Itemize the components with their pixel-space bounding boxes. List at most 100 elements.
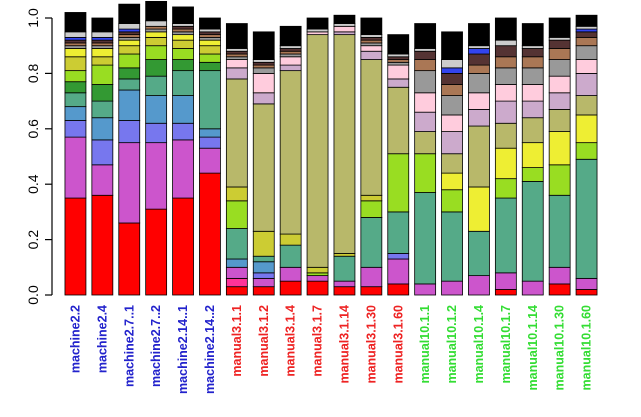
bar-segment xyxy=(279,53,302,58)
y-tick-label: 0.2 xyxy=(25,230,41,250)
bar-stack xyxy=(494,17,517,296)
bar-segment xyxy=(494,45,517,58)
bar-segment xyxy=(252,64,275,69)
bar-segment xyxy=(118,53,141,69)
bar-segment xyxy=(468,275,490,296)
bar-segment xyxy=(279,48,302,52)
bar-segment xyxy=(575,36,598,47)
bar-segment xyxy=(521,142,544,168)
bar-segment xyxy=(64,70,87,83)
bar-segment xyxy=(521,181,544,282)
bar-segment xyxy=(199,70,221,130)
bar-segment xyxy=(575,73,598,96)
x-tick-label: manual10.1.14 xyxy=(526,305,540,391)
bar-segment xyxy=(441,172,463,191)
bar-segment xyxy=(172,34,194,41)
bar-segment xyxy=(414,59,437,72)
bar-segment xyxy=(118,31,141,36)
bar-segment xyxy=(225,67,248,80)
bar-segment xyxy=(172,25,194,30)
bar-segment xyxy=(199,128,221,138)
bar-segment xyxy=(333,280,356,288)
bar-segment xyxy=(333,253,356,257)
bar-stack xyxy=(118,3,141,296)
bar-segment xyxy=(360,45,383,52)
bar-segment xyxy=(548,17,571,38)
bar-segment xyxy=(145,28,168,33)
bar-segment xyxy=(360,50,383,60)
bar-segment xyxy=(225,228,248,260)
bar-segment xyxy=(172,95,194,124)
bar-segment xyxy=(279,244,302,268)
bar-segment xyxy=(521,280,544,296)
bar-segment xyxy=(199,39,221,47)
bar-segment xyxy=(333,31,356,36)
bar-segment xyxy=(279,233,302,246)
bar-segment xyxy=(360,39,383,44)
bar-segment xyxy=(279,45,302,49)
y-tick-label: 0.6 xyxy=(25,119,41,139)
bar-segment xyxy=(441,84,463,96)
bar-segment xyxy=(494,56,517,69)
x-tick-label: manual3.1.2 xyxy=(257,305,271,377)
bar-segment xyxy=(252,31,275,60)
bar-segment xyxy=(441,131,463,155)
bar-segment xyxy=(279,70,302,235)
bar-segment xyxy=(64,120,87,138)
bar-segment xyxy=(441,153,463,174)
bar-segment xyxy=(199,45,221,55)
bar-segment xyxy=(118,89,141,121)
bar-segment xyxy=(306,266,329,274)
bar-segment xyxy=(387,34,410,55)
x-tick-label: manual10.1.1 xyxy=(418,305,432,384)
bar-segment xyxy=(548,194,571,268)
bar-segment xyxy=(172,139,194,199)
bar-segment xyxy=(387,53,410,58)
bar-segment xyxy=(494,39,517,47)
bar-segment xyxy=(548,59,571,77)
bar-segment xyxy=(145,75,168,96)
bar-segment xyxy=(306,272,329,277)
y-tick-label: 0.4 xyxy=(25,174,41,194)
bar-segment xyxy=(64,106,87,121)
bar-segment xyxy=(360,217,383,268)
bar-segment xyxy=(494,147,517,180)
bar-segment xyxy=(91,39,114,44)
bar-stack xyxy=(225,23,248,296)
bar-segment xyxy=(360,42,383,47)
bar-segment xyxy=(118,67,141,80)
bar-segment xyxy=(172,31,194,36)
bar-segment xyxy=(172,122,194,141)
bar-segment xyxy=(279,280,302,296)
bar-segment xyxy=(199,53,221,63)
bar-segment xyxy=(64,42,87,47)
bar-segment xyxy=(91,84,114,102)
bar-segment xyxy=(91,42,114,47)
bar-segment xyxy=(575,45,598,60)
bar-stack xyxy=(306,17,329,296)
bar-segment xyxy=(333,34,356,254)
bar-segment xyxy=(468,64,490,74)
bar-segment xyxy=(521,67,544,85)
x-tick-label: machine2.7..1 xyxy=(122,305,136,387)
bar-segment xyxy=(145,31,168,38)
bar-segment xyxy=(494,17,517,41)
bar-segment xyxy=(64,45,87,49)
bar-segment xyxy=(252,272,275,279)
bar-segment xyxy=(279,25,302,47)
bar-segment xyxy=(225,186,248,202)
bar-segment xyxy=(414,48,437,52)
bar-segment xyxy=(199,36,221,41)
bar-segment xyxy=(360,59,383,196)
bar-segment xyxy=(118,39,141,47)
bar-segment xyxy=(575,95,598,116)
bar-segment xyxy=(468,53,490,66)
bar-segment xyxy=(252,92,275,105)
bar-segment xyxy=(494,84,517,102)
bar-segment xyxy=(494,122,517,149)
bar-segment xyxy=(306,28,329,33)
x-tick-label: manual3.1.7 xyxy=(311,305,325,377)
bar-segment xyxy=(387,153,410,213)
bar-segment xyxy=(64,81,87,94)
bar-segment xyxy=(548,131,571,166)
